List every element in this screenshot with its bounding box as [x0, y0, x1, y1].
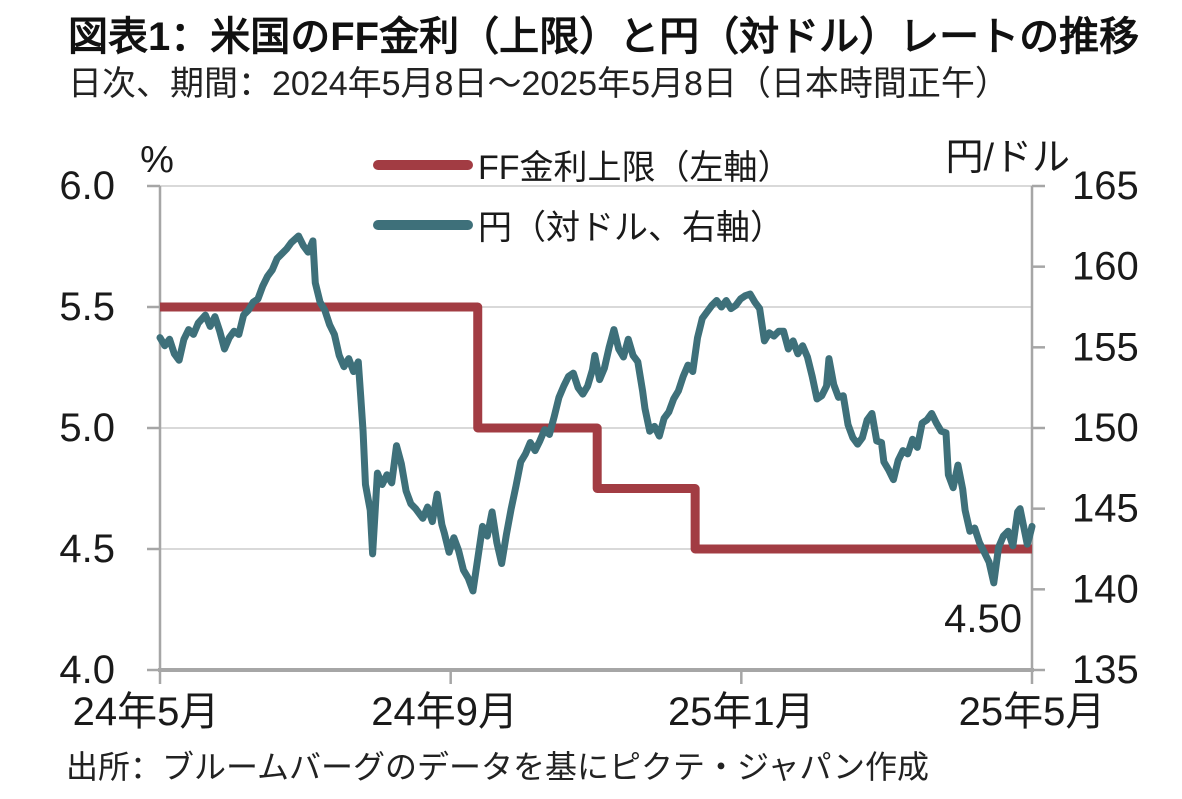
right-axis-tick-label: 160 [1072, 245, 1139, 289]
right-axis-unit-label: 円/ドル [945, 137, 1070, 179]
ff-rate-annotation: 4.50 [944, 597, 1022, 641]
x-axis-tick-label: 24年5月 [73, 690, 220, 734]
right-axis-tick-label: 165 [1072, 164, 1139, 208]
right-axis-tick-label: 140 [1072, 567, 1139, 611]
right-axis-tick-label: 145 [1072, 487, 1139, 531]
x-axis-tick-label: 24年9月 [371, 690, 518, 734]
left-axis-tick-label: 5.0 [59, 406, 115, 450]
x-axis-tick-label: 25年1月 [668, 690, 815, 734]
figure-title: 図表1：米国のFF金利（上限）と円（対ドル）レートの推移 [68, 15, 1140, 59]
legend-item-ff-rate: FF金利上限（左軸） [373, 140, 792, 189]
left-axis-tick-label: 4.5 [59, 527, 115, 571]
ff-rate-line [160, 302, 1032, 554]
legend-swatch-ff-rate [373, 159, 473, 170]
source-note: 出所：ブルームバーグのデータを基にピクテ・ジャパン作成 [66, 749, 930, 785]
figure-subtitle: 日次、期間：2024年5月8日～2025年5月8日（日本時間正午） [68, 65, 1009, 103]
right-axis-tick-label: 135 [1072, 648, 1139, 692]
legend-swatch-yen [373, 219, 473, 230]
left-axis-tick-label: 4.0 [59, 648, 115, 692]
legend-item-yen: 円（対ドル、右軸） [373, 200, 784, 249]
yen-rate-line [156, 232, 1036, 595]
left-axis-tick-label: 6.0 [59, 164, 115, 208]
right-axis-tick-label: 150 [1072, 406, 1139, 450]
left-axis-unit-label: % [140, 139, 174, 181]
left-axis-tick-label: 5.5 [59, 285, 115, 329]
legend-label-yen: 円（対ドル、右軸） [478, 209, 784, 247]
x-axis-tick-label: 25年5月 [959, 690, 1106, 734]
right-axis-tick-label: 155 [1072, 325, 1139, 369]
legend-label-ff-rate: FF金利上限（左軸） [478, 149, 792, 187]
